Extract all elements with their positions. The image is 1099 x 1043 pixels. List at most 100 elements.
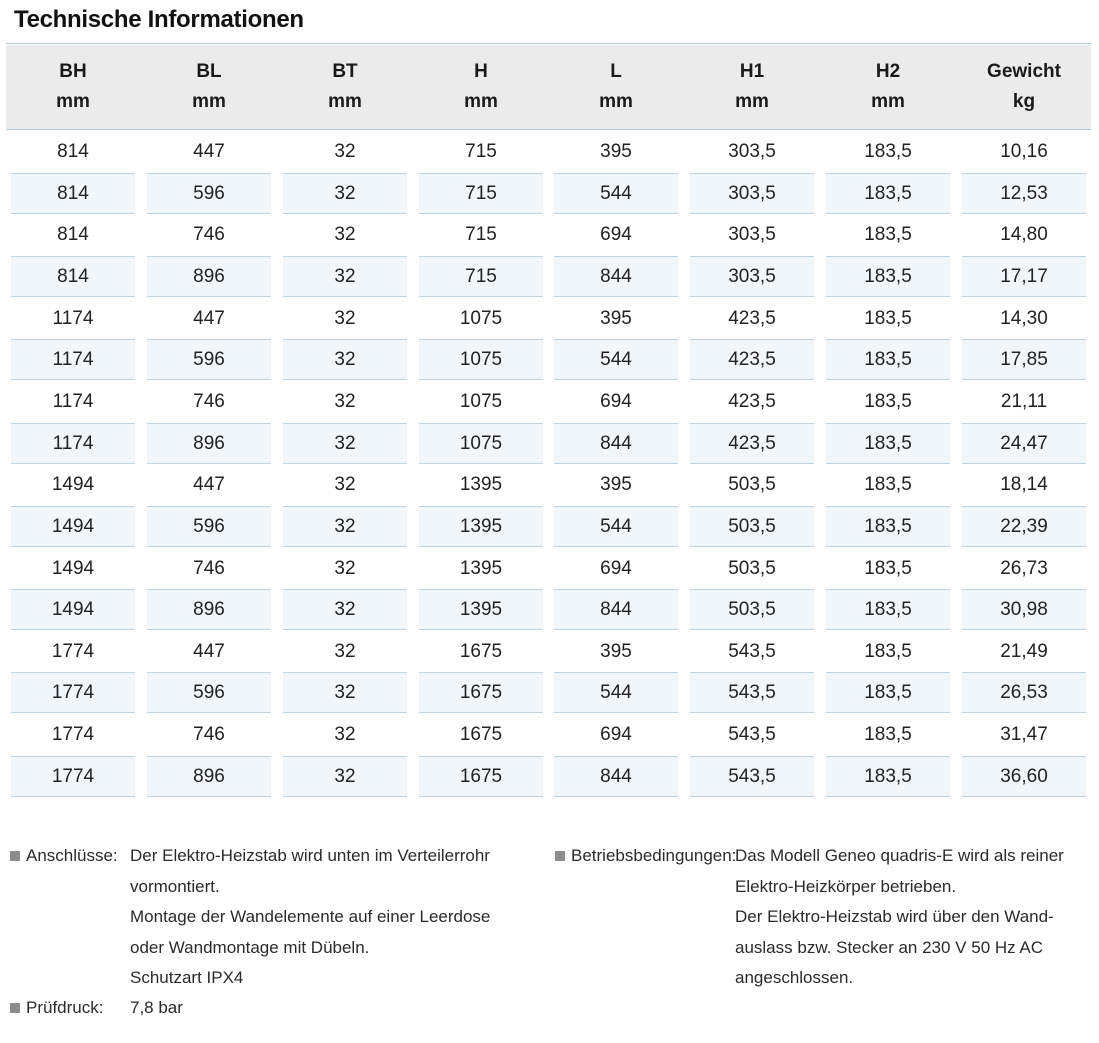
table-cell: 746 <box>193 723 225 745</box>
column-header-unit: mm <box>56 91 90 112</box>
table-cell: 1675 <box>459 723 503 745</box>
table-cell: 183,5 <box>826 256 950 297</box>
table-cell: 1174 <box>52 390 94 412</box>
table-cell: 32 <box>334 473 356 495</box>
table-cell: 715 <box>465 140 497 162</box>
table-cell: 32 <box>334 140 356 162</box>
table-row: 1174 746 32 1075 694 423,5 183,5 21,11 <box>0 381 1099 422</box>
table-cell: 694 <box>600 390 632 412</box>
table-cell: 1174 <box>52 307 94 329</box>
table-cell: 1774 <box>51 640 95 662</box>
table-cell: 395 <box>600 640 632 662</box>
note-line: Der Elektro-Heizstab wird unten im Verte… <box>130 846 490 865</box>
table-cell: 1675 <box>419 756 543 797</box>
table-cell: 395 <box>600 473 632 495</box>
table-cell: 32 <box>334 723 356 745</box>
table-row: 814 596 32 715 544 303,5 183,5 12,53 <box>0 173 1099 214</box>
note-line: Elektro-Heizkörper betrieben. <box>735 876 957 896</box>
table-cell: 183,5 <box>826 506 950 547</box>
table-cell: 32 <box>283 589 407 630</box>
table-cell: 1075 <box>419 339 543 380</box>
table-cell: 447 <box>193 140 225 162</box>
table-cell: 447 <box>193 640 225 662</box>
table-cell: 1395 <box>459 557 503 579</box>
table-cell: 447 <box>193 473 225 495</box>
table-cell: 423,5 <box>690 423 814 464</box>
table-row: 1494 746 32 1395 694 503,5 183,5 26,73 <box>0 548 1099 589</box>
table-cell: 1675 <box>419 672 543 713</box>
table-cell: 544 <box>554 173 678 214</box>
table-cell: 1494 <box>51 473 95 495</box>
table-cell: 183,5 <box>826 672 950 713</box>
table-cell: 543,5 <box>690 672 814 713</box>
table-cell: 1774 <box>11 672 135 713</box>
column-header-name: Gewicht <box>987 61 1061 82</box>
column-header: BT mm <box>283 45 407 129</box>
table-cell: 746 <box>193 223 225 245</box>
table-cell: 1494 <box>51 557 95 579</box>
table-cell: 1494 <box>11 506 135 547</box>
page-title: Technische Informationen <box>14 6 304 33</box>
table-cell: 596 <box>147 173 271 214</box>
table-cell: 423,5 <box>728 390 776 412</box>
table-cell: 32 <box>283 173 407 214</box>
table-cell: 22,39 <box>962 506 1086 547</box>
note-line: auslass bzw. Stecker an 230 V 50 Hz AC <box>735 937 1044 957</box>
table-cell: 32 <box>334 390 356 412</box>
table-cell: 544 <box>554 339 678 380</box>
table-cell: 32 <box>283 423 407 464</box>
table-cell: 31,47 <box>1000 723 1048 745</box>
table-row: 1174 596 32 1075 544 423,5 183,5 17,85 <box>0 339 1099 380</box>
table-cell: 183,5 <box>826 173 950 214</box>
column-header-unit: mm <box>464 91 498 112</box>
table-cell: 814 <box>57 223 89 245</box>
note-line: vormontiert. <box>130 876 220 896</box>
note-line: Der Elektro-Heizstab wird über den Wand- <box>735 907 1054 926</box>
table-cell: 303,5 <box>728 140 776 162</box>
table-row: 1174 896 32 1075 844 423,5 183,5 24,47 <box>0 423 1099 464</box>
table-cell: 844 <box>554 256 678 297</box>
column-header-name: H1 <box>739 61 765 82</box>
column-header-unit: mm <box>735 91 769 112</box>
table-cell: 183,5 <box>864 390 912 412</box>
note-label-pruefdruck: Prüfdruck: <box>26 998 104 1017</box>
table-cell: 694 <box>600 223 632 245</box>
table-cell: 395 <box>600 140 632 162</box>
table-cell: 26,73 <box>1000 557 1048 579</box>
column-header-name: L <box>610 61 622 82</box>
table-cell: 694 <box>600 723 632 745</box>
table-cell: 183,5 <box>864 723 912 745</box>
table-cell: 24,47 <box>962 423 1086 464</box>
note-label-anschluesse: Anschlüsse: <box>26 846 118 865</box>
table-cell: 183,5 <box>864 140 912 162</box>
table-cell: 814 <box>11 256 135 297</box>
column-header: H1 mm <box>690 45 814 129</box>
table-cell: 596 <box>147 672 271 713</box>
table-cell: 543,5 <box>728 640 776 662</box>
table-cell: 503,5 <box>728 473 776 495</box>
table-cell: 1395 <box>419 589 543 630</box>
table-cell: 844 <box>554 589 678 630</box>
bullet-square-icon <box>10 851 20 861</box>
table-row: 1774 596 32 1675 544 543,5 183,5 26,53 <box>0 672 1099 713</box>
table-row: 814 746 32 715 694 303,5 183,5 14,80 <box>0 214 1099 255</box>
table-cell: 544 <box>554 672 678 713</box>
note-line: angeschlossen. <box>735 968 854 987</box>
column-header-unit: mm <box>328 91 362 112</box>
table-cell: 715 <box>465 223 497 245</box>
table-cell: 10,16 <box>1000 140 1048 162</box>
table-row: 1494 447 32 1395 395 503,5 183,5 18,14 <box>0 464 1099 505</box>
table-cell: 694 <box>600 557 632 579</box>
header-top-rule <box>6 43 1091 44</box>
table-cell: 17,85 <box>962 339 1086 380</box>
bullet-square-icon <box>555 851 565 861</box>
note-label-betrieb: Betriebsbedingungen: <box>571 846 737 865</box>
table-cell: 32 <box>334 307 356 329</box>
table-cell: 183,5 <box>826 589 950 630</box>
table-cell: 423,5 <box>728 307 776 329</box>
table-row: 814 447 32 715 395 303,5 183,5 10,16 <box>0 131 1099 172</box>
table-cell: 447 <box>193 307 225 329</box>
table-cell: 183,5 <box>826 423 950 464</box>
bullet-square-icon <box>10 1003 20 1013</box>
